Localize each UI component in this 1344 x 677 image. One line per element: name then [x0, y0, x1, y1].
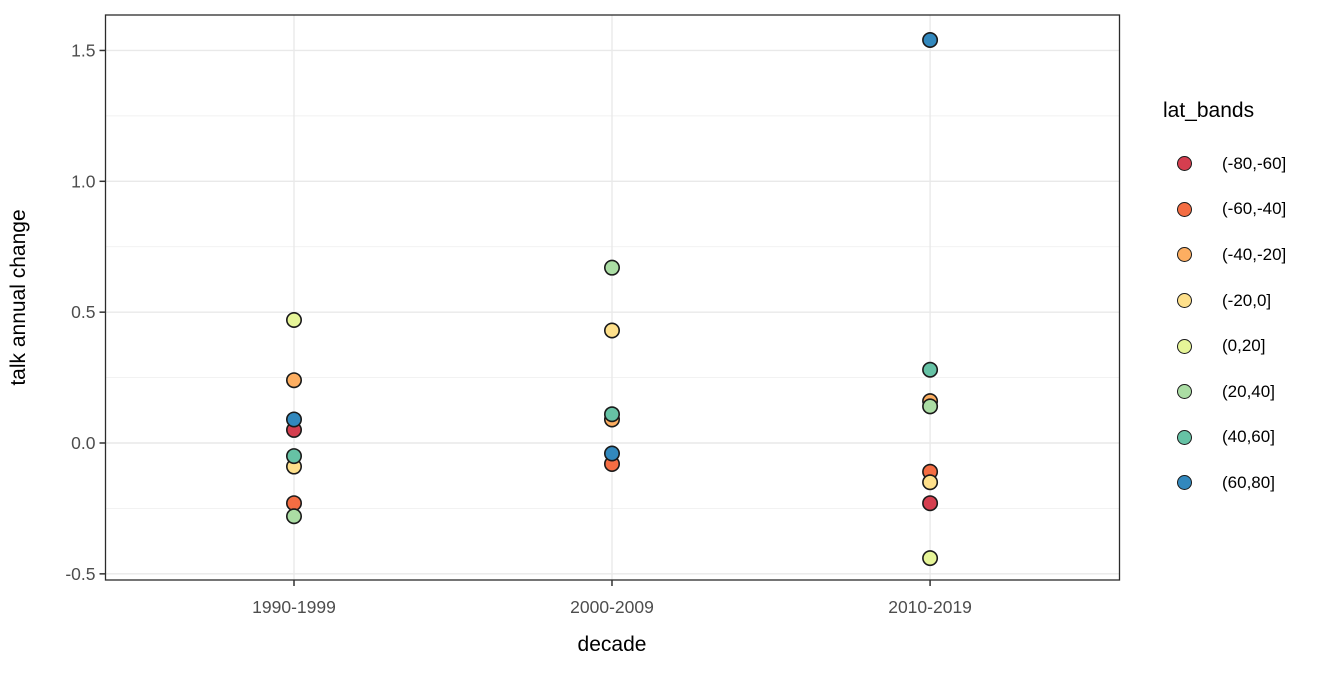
data-point: [922, 495, 939, 512]
y-tick-label: -0.5: [65, 564, 95, 584]
y-tick-label: 1.5: [71, 40, 95, 60]
legend-item: (-80,-60]: [1163, 141, 1286, 187]
legend-item: (-40,-20]: [1163, 232, 1286, 278]
x-axis-title: decade: [578, 633, 647, 656]
legend: lat_bands (-80,-60] (-60,-40] (-40,-20] (-2…: [1163, 98, 1286, 506]
legend-item: (60,80]: [1163, 460, 1286, 506]
legend-item-label: (40,60]: [1222, 427, 1275, 447]
legend-item-label: (-40,-20]: [1222, 244, 1287, 264]
y-axis-title: talk annual change: [7, 209, 30, 385]
x-tick-label: 2000-2009: [570, 597, 654, 617]
data-point: [922, 31, 939, 48]
data-point: [286, 372, 303, 389]
legend-key-dot-icon: [1177, 338, 1192, 354]
legend-key-dot-icon: [1177, 293, 1192, 309]
data-point: [603, 259, 620, 276]
legend-key-dot-icon: [1177, 247, 1192, 263]
legend-key-dot-icon: [1177, 201, 1192, 217]
legend-item: (40,60]: [1163, 415, 1286, 461]
legend-key-dot-icon: [1177, 156, 1192, 172]
legend-key-dot-icon: [1177, 475, 1192, 491]
data-point: [603, 322, 620, 339]
data-point: [286, 312, 303, 329]
data-point: [286, 495, 303, 512]
legend-item: (-20,0]: [1163, 278, 1286, 324]
data-point: [286, 508, 303, 525]
legend-item: (20,40]: [1163, 369, 1286, 415]
legend-item-label: (0,20]: [1222, 336, 1266, 356]
data-point: [286, 411, 303, 428]
legend-item-label: (-80,-60]: [1222, 153, 1287, 173]
legend-item: (0,20]: [1163, 323, 1286, 369]
legend-title: lat_bands: [1163, 99, 1255, 122]
data-point: [922, 550, 939, 567]
legend-item-label: (-60,-40]: [1222, 199, 1287, 219]
legend-rows: (-80,-60] (-60,-40] (-40,-20] (-20,0] (0,20]…: [1163, 141, 1286, 506]
legend-key-dot-icon: [1177, 384, 1192, 400]
x-tick-label: 1990-1999: [252, 597, 336, 617]
x-tick-label: 2010-2019: [888, 597, 972, 617]
data-point: [922, 398, 939, 415]
y-tick-label: 0.5: [71, 302, 95, 322]
data-point: [922, 361, 939, 378]
data-point: [286, 448, 303, 465]
legend-item-label: (-20,0]: [1222, 290, 1272, 310]
legend-key-dot-icon: [1177, 429, 1192, 445]
legend-item: (-60,-40]: [1163, 187, 1286, 233]
y-tick-label: 1.0: [71, 171, 96, 191]
data-point: [922, 474, 939, 491]
y-tick-label: 0.0: [71, 433, 96, 453]
data-point: [603, 445, 620, 462]
data-point: [603, 406, 620, 423]
legend-item-label: (60,80]: [1222, 472, 1275, 492]
legend-item-label: (20,40]: [1222, 381, 1275, 401]
